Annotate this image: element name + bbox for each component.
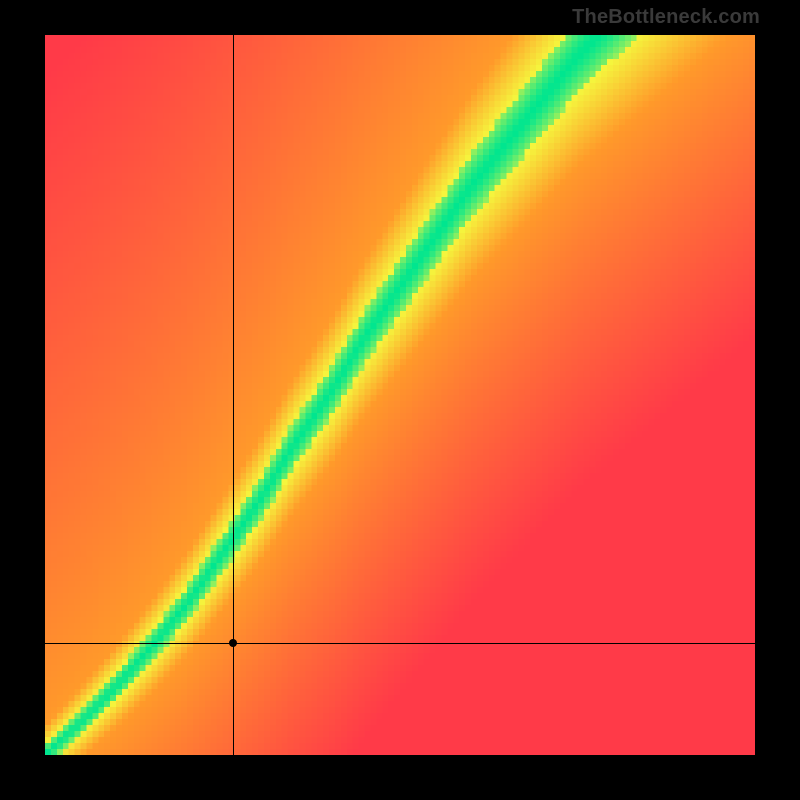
crosshair-horizontal [45,643,755,644]
watermark: TheBottleneck.com [572,6,760,29]
bottleneck-heatmap [45,35,755,755]
heatmap-canvas [45,35,755,755]
crosshair-marker [229,639,237,647]
